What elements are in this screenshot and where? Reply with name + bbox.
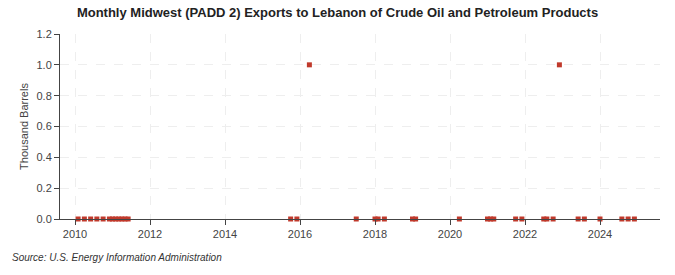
svg-text:0.4: 0.4 xyxy=(37,151,52,163)
svg-text:0.6: 0.6 xyxy=(37,120,52,132)
svg-text:Thousand Barrels: Thousand Barrels xyxy=(18,83,30,170)
svg-text:0.2: 0.2 xyxy=(37,182,52,194)
svg-text:1.0: 1.0 xyxy=(37,59,52,71)
svg-text:Source: U.S. Energy Informatio: Source: U.S. Energy Information Administ… xyxy=(12,252,222,263)
svg-text:2010: 2010 xyxy=(63,228,87,240)
svg-text:2020: 2020 xyxy=(438,228,462,240)
svg-text:0.8: 0.8 xyxy=(37,90,52,102)
svg-text:2024: 2024 xyxy=(588,228,612,240)
svg-text:2016: 2016 xyxy=(288,228,312,240)
svg-text:2012: 2012 xyxy=(138,228,162,240)
svg-text:2022: 2022 xyxy=(513,228,537,240)
svg-text:2018: 2018 xyxy=(363,228,387,240)
svg-text:2014: 2014 xyxy=(213,228,237,240)
svg-text:0.0: 0.0 xyxy=(37,213,52,225)
svg-text:1.2: 1.2 xyxy=(37,28,52,40)
svg-text:Monthly Midwest (PADD 2) Expor: Monthly Midwest (PADD 2) Exports to Leba… xyxy=(77,5,598,20)
